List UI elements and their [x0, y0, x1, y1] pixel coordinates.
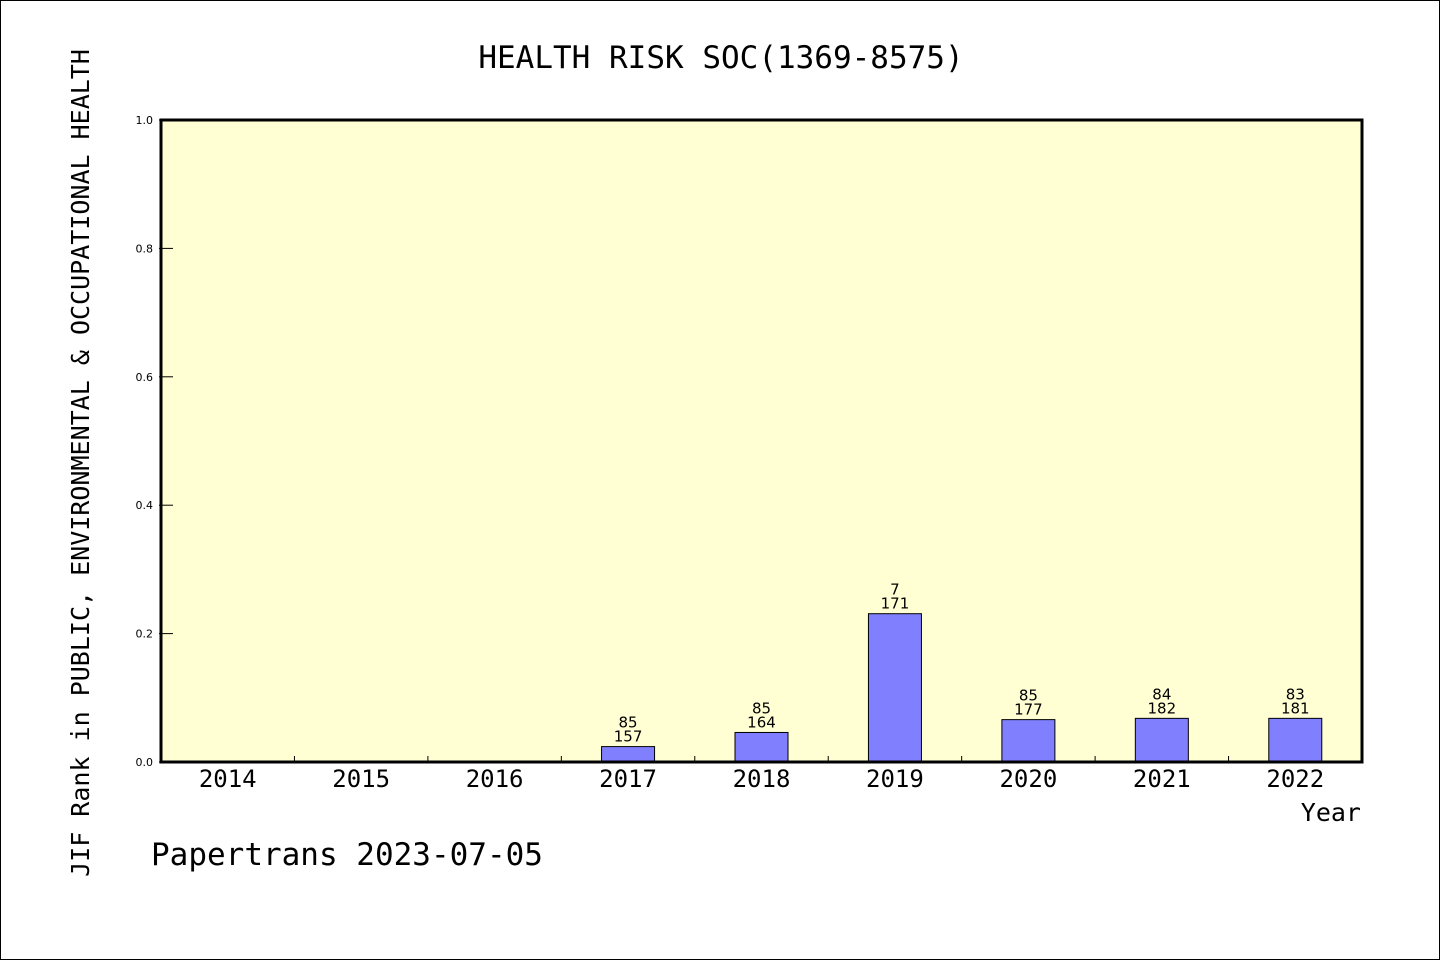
x-tick-label: 2017: [599, 765, 657, 793]
bar-2018: [734, 731, 789, 763]
bar-2021: [1134, 717, 1189, 763]
x-tick-label: 2022: [1266, 765, 1324, 793]
y-axis-ticks: 0.0 0.2 0.4 0.6 0.8 1.0: [136, 114, 173, 769]
bar-2019: [867, 613, 922, 763]
y-tick-label: 1.0: [136, 114, 154, 127]
y-tick-label: 0.4: [136, 499, 154, 512]
bar-rank-label: 83: [1286, 685, 1305, 703]
bar-rank-label: 7: [890, 581, 900, 599]
x-tick-label: 2021: [1133, 765, 1191, 793]
bar-total-label: 171: [881, 595, 910, 613]
bar-rank-label: 85: [1019, 687, 1038, 705]
x-tick-label: 2015: [332, 765, 390, 793]
bar-2020: [1001, 719, 1056, 763]
bar-total-label: 164: [747, 713, 776, 731]
plot-border: [159, 118, 1364, 764]
x-tick-label: 2016: [466, 765, 524, 793]
x-axis-label: Year: [1301, 798, 1361, 827]
x-axis-ticks: 2014 2015 2016 2017 2018 2019 2020 2021 2022: [199, 756, 1324, 793]
plot-area: [161, 120, 1362, 762]
y-tick-label: 0.6: [136, 371, 154, 384]
bar-rank-label: 85: [619, 714, 638, 732]
x-tick-label: 2020: [999, 765, 1057, 793]
bar-total-label: 177: [1014, 701, 1043, 719]
bar-total-label: 157: [614, 728, 643, 746]
y-axis-label: JIF Rank in PUBLIC, ENVIRONMENTAL & OCCU…: [66, 49, 95, 877]
bar-rank-label: 84: [1152, 685, 1171, 703]
y-tick-label: 0.0: [136, 756, 154, 769]
y-tick-label: 0.8: [136, 242, 154, 255]
x-tick-label: 2018: [733, 765, 791, 793]
bar-rank-label: 85: [752, 699, 771, 717]
x-tick-label: 2014: [199, 765, 257, 793]
y-tick-label: 0.2: [136, 628, 154, 641]
footer-watermark: Papertrans 2023-07-05: [151, 837, 543, 873]
chart-title: HEALTH RISK SOC(1369-8575): [478, 40, 963, 76]
bars-layer: [601, 613, 1323, 763]
bar-2017: [601, 746, 656, 763]
bar-total-label: 182: [1148, 699, 1177, 717]
bar-total-label: 181: [1281, 699, 1310, 717]
x-tick-label: 2019: [866, 765, 924, 793]
bar-2022: [1268, 717, 1323, 763]
